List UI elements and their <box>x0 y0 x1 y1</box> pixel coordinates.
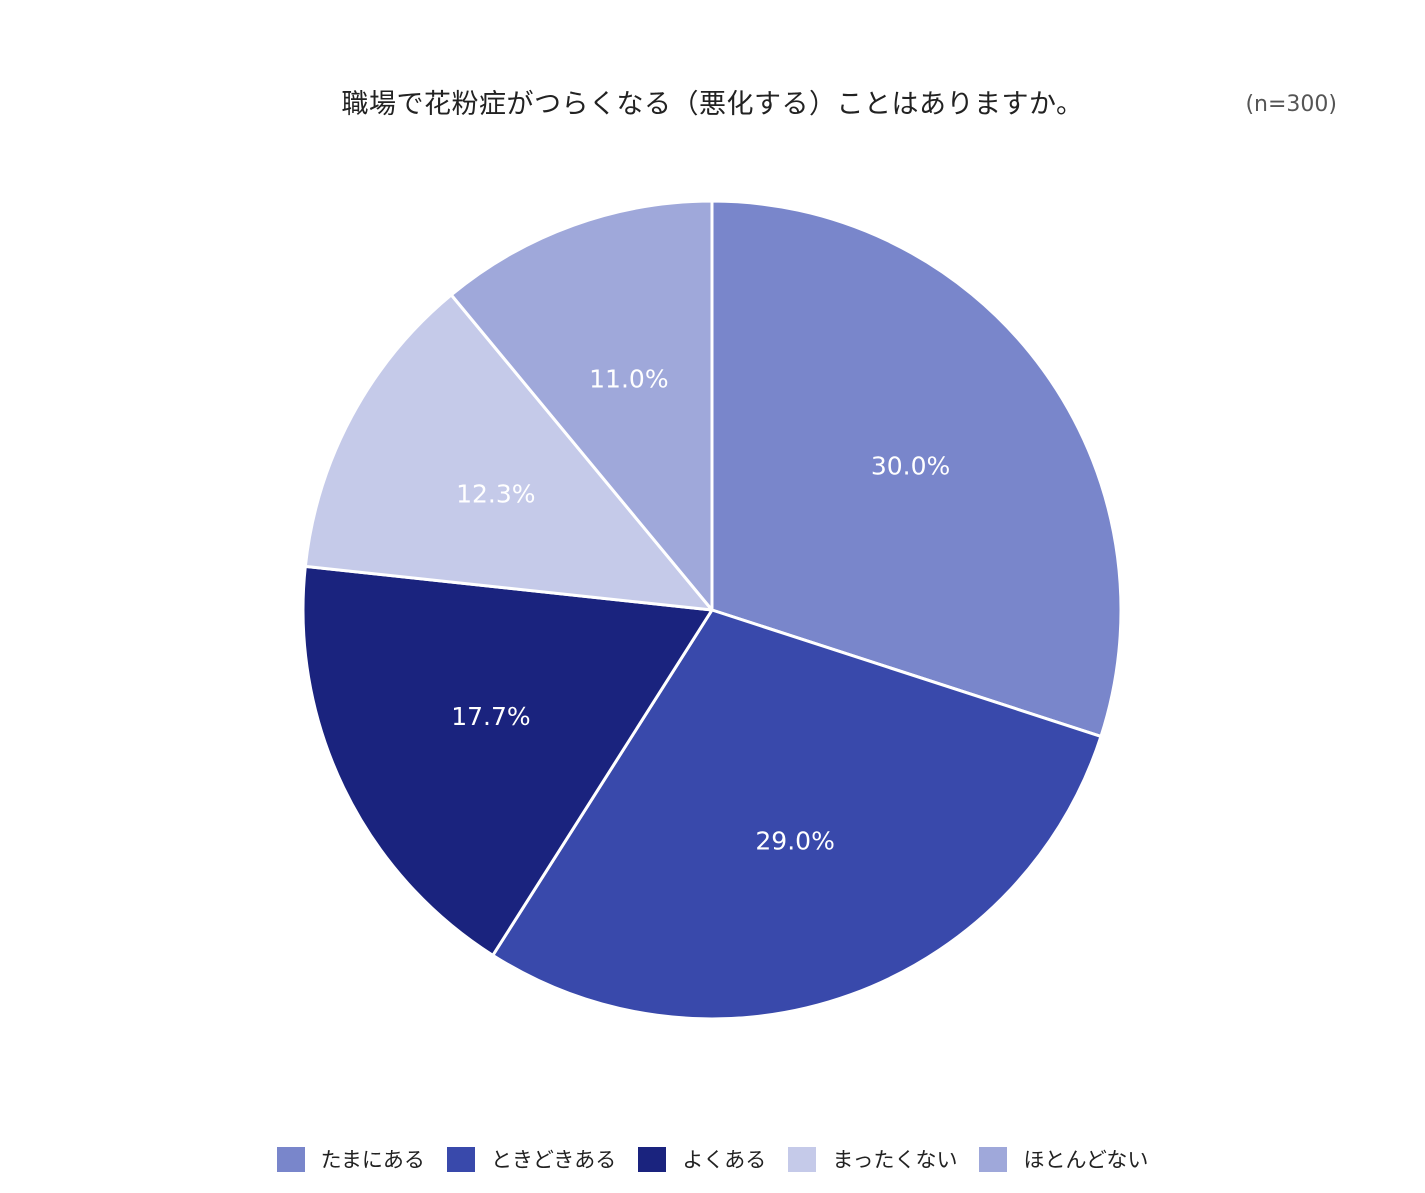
legend-swatch <box>788 1146 817 1172</box>
slice-value-label-5: 11.0% <box>589 365 668 394</box>
legend-item-2: ときどきある <box>446 1144 617 1174</box>
slice-value-label-4: 12.3% <box>456 479 535 508</box>
legend-item-4: まったくない <box>788 1144 957 1174</box>
legend-item-1: たまにある <box>276 1144 425 1174</box>
legend-item-5: ほとんどない <box>979 1144 1148 1174</box>
legend-label: たまにある <box>320 1148 425 1172</box>
legend-swatch <box>979 1146 1008 1172</box>
pie-slice-4 <box>303 293 714 612</box>
legend: たまにある ときどきある よくある まったくない ほとんどない <box>0 1144 1425 1174</box>
slice-value-label-2: 29.0% <box>755 826 834 855</box>
slice-value-label-1: 30.0% <box>871 451 950 480</box>
legend-item-3: よくある <box>638 1144 766 1174</box>
sample-size-note: (n=300) <box>1245 92 1337 117</box>
legend-label: ほとんどない <box>1023 1148 1149 1172</box>
legend-swatch <box>446 1146 475 1172</box>
pie-slice-3 <box>301 564 714 957</box>
pie-slice-2 <box>491 608 1103 1021</box>
chart-title: 職場で花粉症がつらくなる（悪化する）ことはありますか。 <box>341 89 1084 120</box>
legend-swatch <box>276 1146 305 1172</box>
legend-label: よくある <box>682 1148 767 1172</box>
slice-value-label-3: 17.7% <box>451 702 530 731</box>
pie-slice-1 <box>710 199 1123 738</box>
pie-slice-5 <box>449 199 714 612</box>
legend-swatch <box>638 1146 667 1172</box>
legend-label: まったくない <box>832 1148 958 1172</box>
legend-label: ときどきある <box>490 1148 617 1172</box>
